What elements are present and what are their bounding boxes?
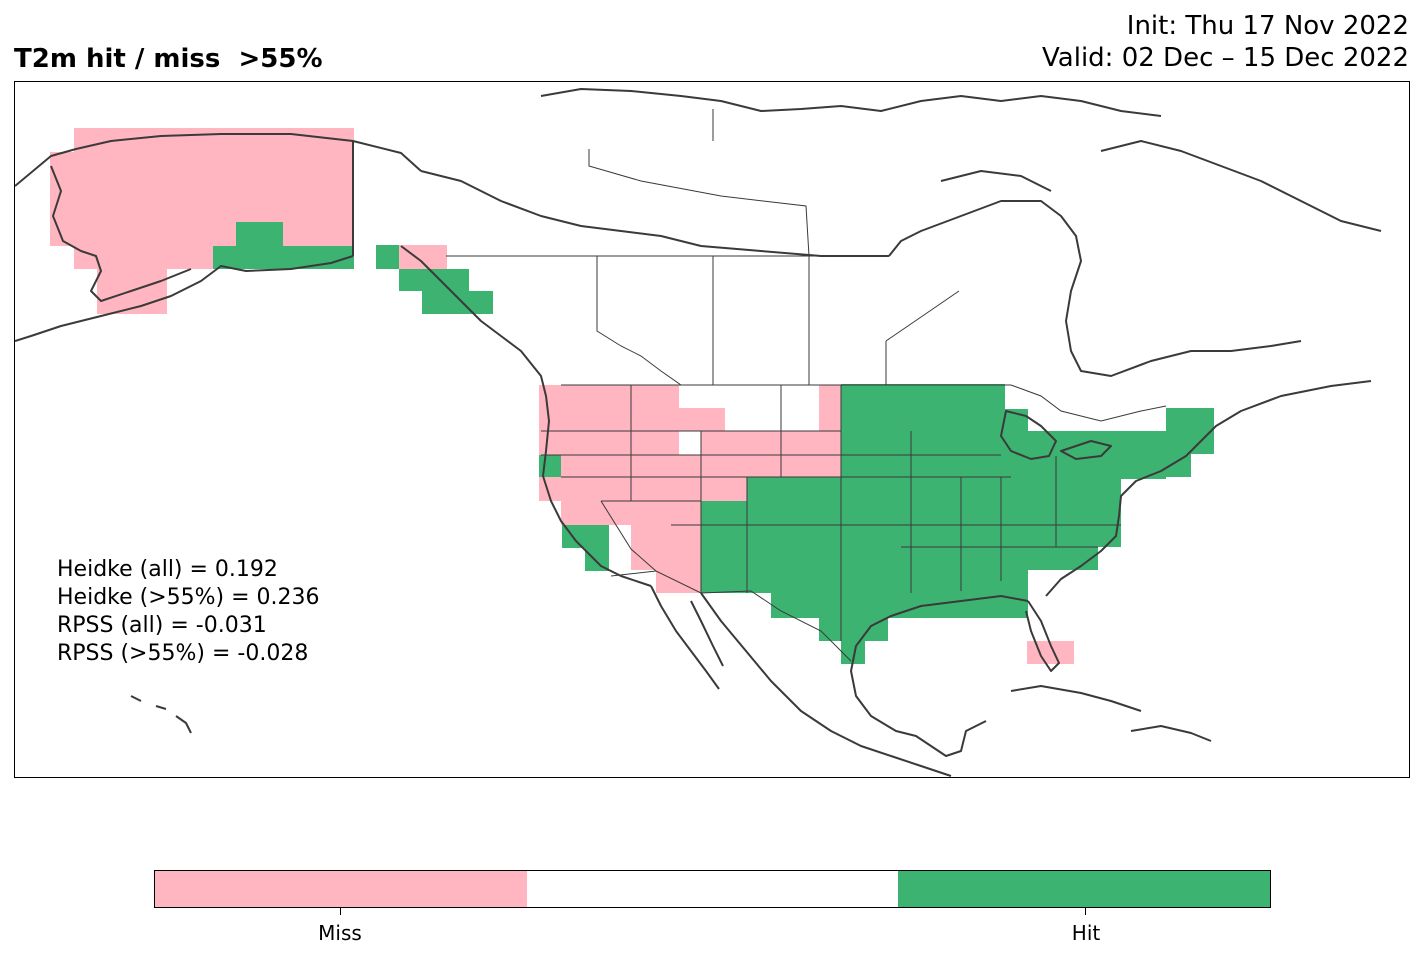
score-rpss-all: RPSS (all) = -0.031 — [57, 613, 267, 638]
arctic-islands — [540, 88, 1382, 232]
valid-period: Valid: 02 Dec – 15 Dec 2022 — [1042, 43, 1409, 73]
us-canada-border — [446, 255, 1167, 422]
miss-cell-idaho-montana — [679, 408, 725, 431]
miss-cell-montana — [701, 431, 841, 477]
mexico-west-coast — [700, 592, 952, 777]
arctic-coast — [420, 170, 889, 257]
init-date: Init: Thu 17 Nov 2022 — [1126, 11, 1409, 41]
canada-provinces — [588, 109, 960, 386]
score-rpss-55: RPSS (>55%) = -0.028 — [57, 641, 309, 666]
hit-cell-new-england — [1166, 408, 1214, 454]
us-states — [541, 385, 1121, 641]
miss-cell-alaska-west — [50, 152, 74, 246]
hit-cells — [213, 222, 1214, 664]
hit-cell-alaska-south — [213, 246, 354, 269]
miss-cell-south-florida — [1027, 641, 1074, 664]
colorbar-tick-miss — [340, 908, 341, 915]
hit-cell-minnesota-top — [841, 384, 1005, 409]
miss-cell-alaska-sw — [74, 246, 214, 269]
hit-cell-northern-plains — [841, 409, 1028, 479]
map-panel — [14, 81, 1410, 778]
colorbar-label-hit: Hit — [1071, 921, 1101, 945]
baja-coast — [650, 585, 724, 690]
skill-scores: Heidke (all) = 0.192 Heidke (>55%) = 0.2… — [57, 556, 320, 668]
colorbar-miss-swatch — [155, 871, 527, 907]
hit-cell-panhandle-south — [422, 291, 493, 314]
hit-cell-socal — [562, 525, 609, 548]
gulf-coast — [850, 595, 1029, 757]
great-lakes — [1000, 410, 1112, 460]
colorbar-neutral-swatch — [526, 871, 899, 907]
chart-title: T2m hit / miss >55% — [14, 44, 323, 74]
miss-cell-alaska — [74, 128, 354, 256]
hit-cell-south-texas — [819, 618, 888, 641]
miss-cell-dakota-edge — [819, 385, 841, 433]
miss-cell-panhandle-north — [399, 245, 447, 269]
colorbar — [154, 870, 1271, 908]
hit-cell-texas — [701, 570, 1028, 593]
hudson-bay — [888, 200, 1302, 377]
coastlines — [15, 88, 1382, 777]
hit-cell-southern-plains — [747, 547, 1098, 570]
east-coast — [1045, 380, 1372, 597]
miss-cell-arizona — [631, 525, 701, 570]
us-west-coast — [542, 475, 652, 587]
hit-cell-central-plains — [747, 477, 1121, 547]
political-borders — [446, 109, 1167, 662]
us-mexico-border — [610, 570, 852, 662]
hit-cell-yukon-coast — [376, 245, 399, 269]
miss-cell-nevada — [609, 501, 701, 525]
miss-cell-wyoming — [701, 477, 747, 501]
florida — [1025, 600, 1060, 672]
colorbar-tick-hit — [1085, 908, 1086, 915]
hit-cell-maine-coast — [1166, 454, 1191, 477]
hit-cell-alaska-range — [236, 222, 283, 246]
hit-cell-socal-south — [585, 548, 609, 571]
hit-cell-panhandle — [399, 269, 469, 291]
hit-cell-texas-tip — [841, 641, 865, 664]
miss-cell-pnw — [539, 385, 679, 455]
north-america-map — [15, 88, 1382, 777]
score-heidke-all: Heidke (all) = 0.192 — [57, 557, 278, 582]
colorbar-label-miss: Miss — [318, 921, 362, 945]
hit-cell-ontario — [1074, 431, 1166, 479]
alaska-coastline — [15, 133, 422, 342]
date-info: Init: Thu 17 Nov 2022 Valid: 02 Dec – 15… — [1042, 10, 1409, 74]
hit-cell-great-lakes — [1028, 431, 1074, 479]
colorbar-hit-swatch — [898, 871, 1271, 907]
caribbean — [1010, 685, 1212, 742]
score-heidke-55: Heidke (>55%) = 0.236 — [57, 585, 320, 610]
hawaii — [130, 695, 192, 734]
canada-west-coast — [400, 245, 550, 477]
